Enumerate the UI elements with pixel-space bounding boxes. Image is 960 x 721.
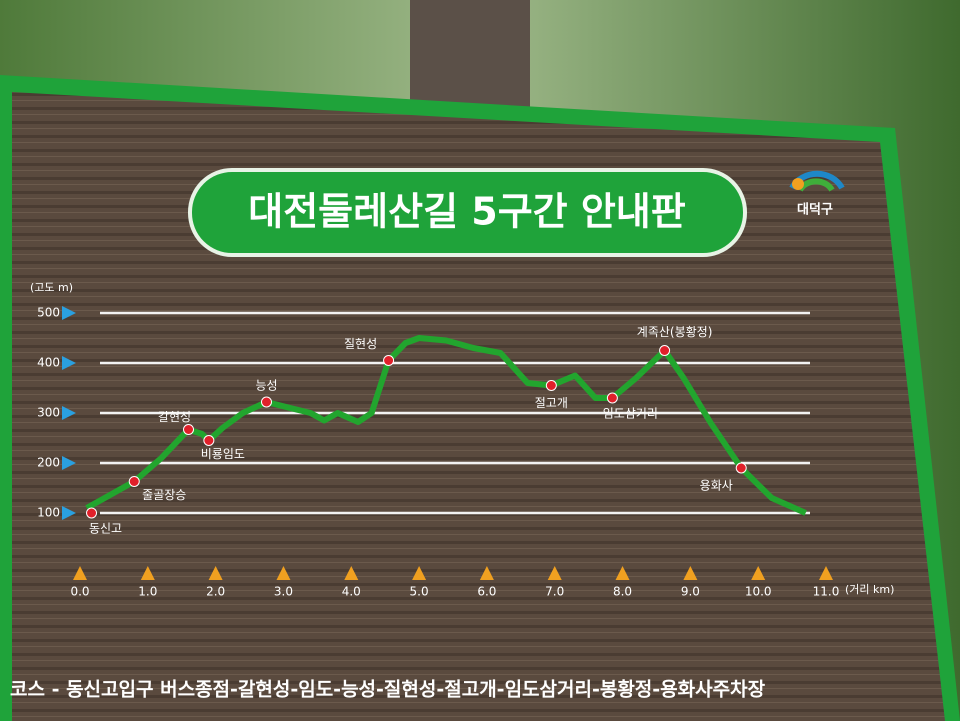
landmark-label: 동신고 — [89, 522, 122, 536]
logo-text: 대덕구 — [797, 202, 833, 218]
title-pill — [188, 168, 747, 257]
landmark-point — [86, 507, 98, 519]
x-tick-marker — [140, 566, 155, 580]
x-tick-marker — [208, 566, 223, 580]
x-tick-label: 10.0 — [745, 585, 772, 599]
y-tick-label: 500 — [37, 306, 60, 320]
x-tick-marker — [479, 566, 494, 580]
y-tick-label: 300 — [37, 406, 60, 420]
landmark-point — [203, 435, 215, 446]
x-tick-label: 2.0 — [206, 585, 225, 599]
x-tick-marker — [412, 566, 427, 580]
y-tick-label: 400 — [37, 356, 60, 370]
landmark-point — [383, 355, 395, 366]
x-tick-label: 7.0 — [545, 585, 564, 599]
landmark-point — [261, 396, 272, 408]
landmark-point — [735, 462, 747, 474]
landmark-label: 질현성 — [344, 337, 377, 351]
x-tick-marker — [751, 566, 766, 580]
landmark-label: 임도삼거리 — [603, 407, 658, 421]
landmark-label: 비룡임도 — [201, 447, 245, 461]
x-tick-marker — [819, 566, 833, 580]
elevation-line — [85, 335, 807, 516]
landmark-label: 용화사 — [700, 479, 733, 493]
x-tick-label: 9.0 — [681, 585, 700, 599]
y-tick-marker — [62, 406, 76, 420]
course: 코스 - 동신고입구 버스종점-갈현성-임도-능성-질현성-절고개-임도삼거리-… — [10, 678, 766, 701]
x-tick-marker — [276, 566, 291, 580]
landmark-point — [545, 380, 557, 391]
landmark-label: 갈현성 — [158, 410, 191, 424]
y-tick-label: 100 — [37, 506, 60, 520]
y-tick-marker — [62, 506, 76, 520]
landmark-point — [606, 392, 618, 404]
y-axis-label: (고도 m) — [30, 281, 73, 294]
landmark-label: 계족산(봉황정) — [637, 325, 713, 339]
x-tick-marker — [73, 566, 87, 580]
title: 대전둘레산길 5구간 안내판 — [248, 190, 686, 234]
x-tick-marker — [615, 566, 630, 580]
x-tick-marker — [344, 566, 359, 580]
x-tick-label: 3.0 — [274, 585, 293, 599]
x-tick-label: 4.0 — [342, 585, 361, 599]
landmark-point — [183, 424, 195, 435]
landmark-point — [659, 345, 671, 356]
y-tick-marker — [62, 306, 76, 320]
x-tick-label: 6.0 — [477, 585, 496, 599]
x-axis-label: (거리 km) — [845, 583, 894, 596]
x-tick-marker — [547, 566, 562, 580]
y-tick-label: 200 — [37, 456, 60, 470]
y-tick-marker — [62, 356, 76, 370]
x-tick-label: 5.0 — [410, 585, 429, 599]
x-tick-label: 0.0 — [70, 585, 89, 599]
landmark-label: 줄골장승 — [142, 488, 186, 502]
landmark-point — [128, 476, 140, 487]
x-tick-label: 11.0 — [813, 585, 840, 599]
plot: 100 200 300 400 500 0.0 1.0 2.0 3.0 4.0 5.0 6.0 7.0 8… — [37, 306, 839, 599]
x-tick-label: 1.0 — [138, 585, 157, 599]
x-tick-label: 8.0 — [613, 585, 632, 599]
logo-dot — [792, 178, 804, 190]
y-tick-marker — [62, 456, 76, 470]
x-tick-marker — [683, 566, 698, 580]
landmark-label: 능성 — [255, 379, 277, 393]
post — [410, 0, 530, 110]
landmark-label: 절고개 — [535, 396, 568, 410]
